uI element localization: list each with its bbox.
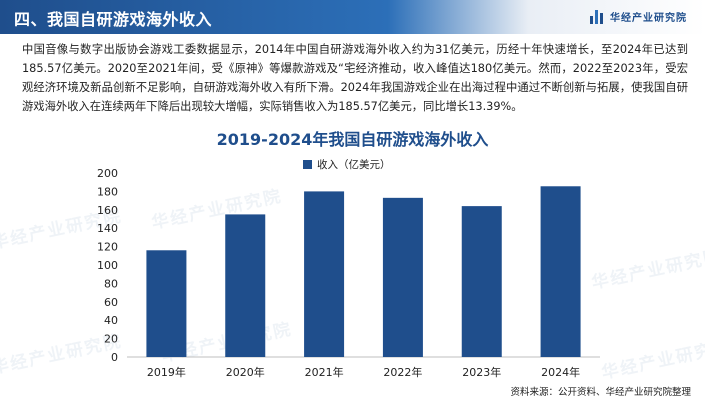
y-tick-label: 100: [97, 259, 118, 272]
y-tick-label: 120: [97, 241, 118, 254]
x-tick-label: 2020年: [226, 365, 265, 379]
header-bar: 四、我国自研游戏海外收入: [0, 0, 705, 34]
y-tick-label: 60: [104, 296, 118, 309]
x-tick-label: 2019年: [147, 365, 186, 379]
bar-2019年: [146, 250, 187, 357]
brand: 华经产业研究院: [590, 9, 687, 24]
source-note: 资料来源：公开资料、华经产业研究院整理: [510, 387, 691, 398]
section-title: 四、我国自研游戏海外收入: [14, 10, 213, 29]
y-tick-label: 140: [97, 222, 118, 235]
bar-2020年: [225, 214, 266, 357]
chart-title: 2019-2024年我国自研游戏海外收入: [216, 130, 489, 149]
chart-legend: 收入（亿美元）: [303, 157, 391, 172]
x-tick-label: 2021年: [305, 365, 344, 379]
bar-2023年: [461, 206, 502, 357]
y-tick-label: 160: [97, 204, 118, 217]
brand-name: 华经产业研究院: [610, 13, 687, 24]
y-tick-label: 20: [104, 333, 118, 346]
y-tick-label: 0: [111, 351, 118, 364]
brand-logo-icon: [590, 9, 604, 24]
x-tick-label: 2022年: [383, 365, 422, 379]
y-tick-label: 180: [97, 185, 118, 198]
bar-2024年: [540, 186, 581, 357]
bar-2022年: [382, 197, 423, 357]
legend-swatch: [303, 160, 312, 169]
y-tick-label: 80: [104, 277, 118, 290]
x-tick-label: 2023年: [462, 365, 501, 379]
y-tick-label: 40: [104, 314, 118, 327]
y-tick-label: 200: [97, 167, 118, 180]
legend-label: 收入（亿美元）: [317, 159, 391, 171]
x-tick-label: 2024年: [541, 365, 580, 379]
bar-2021年: [304, 191, 345, 357]
body-paragraph: 中国音像与数字出版协会游戏工委数据显示，2014年中国自研游戏海外收入约为31亿…: [22, 43, 688, 113]
